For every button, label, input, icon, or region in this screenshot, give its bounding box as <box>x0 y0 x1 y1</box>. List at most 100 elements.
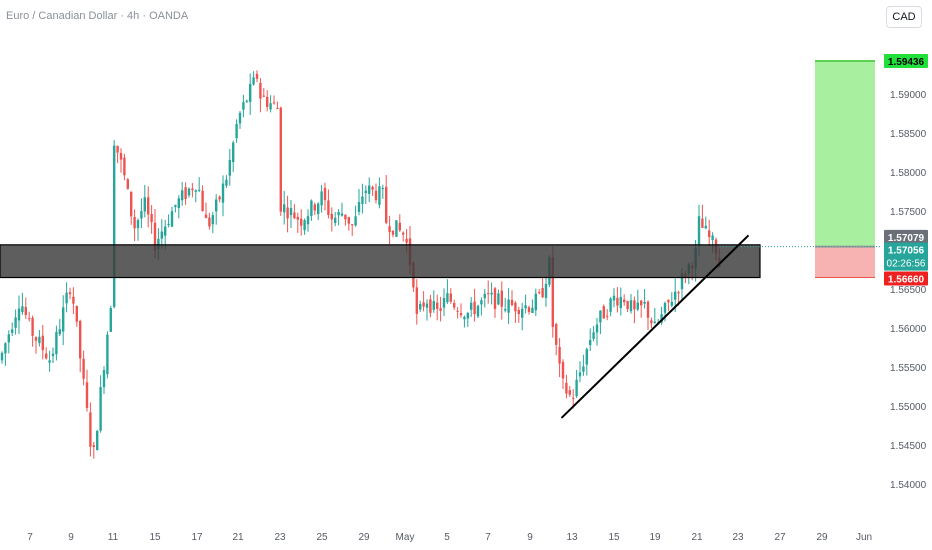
time-tick-label: 15 <box>149 532 161 543</box>
candle <box>578 361 582 383</box>
candle <box>252 71 255 86</box>
candle <box>476 304 480 319</box>
candle-body <box>194 190 197 192</box>
candle-body <box>544 283 548 298</box>
candle-body <box>99 387 102 431</box>
candle <box>633 296 636 324</box>
candle <box>89 402 92 457</box>
candle <box>524 294 527 314</box>
candle-body <box>419 303 422 310</box>
time-tick-label: 15 <box>608 532 620 543</box>
candle <box>215 194 218 225</box>
candle-body <box>510 299 514 305</box>
candle <box>187 187 191 198</box>
candle <box>344 214 347 226</box>
price-tag-countdown: 02:26:56 <box>887 259 926 270</box>
candle-body <box>266 96 269 107</box>
candle-body <box>374 190 378 201</box>
candle <box>221 175 225 217</box>
candle <box>510 290 514 307</box>
stop-loss-area <box>815 246 875 278</box>
candle-body <box>422 302 425 307</box>
candle-body <box>500 290 503 307</box>
candle <box>55 325 58 361</box>
candle-body <box>429 299 432 313</box>
candle <box>85 369 89 412</box>
candle-body <box>323 187 327 201</box>
candle-body <box>228 160 231 176</box>
support-resistance-zone <box>0 244 880 279</box>
candle <box>514 300 517 323</box>
candle <box>419 300 422 312</box>
candle-body <box>198 189 201 191</box>
candle <box>11 322 14 337</box>
candle-body <box>330 213 333 220</box>
candle <box>174 204 177 213</box>
candle-body <box>28 318 31 320</box>
candle <box>242 94 245 118</box>
candle <box>575 370 578 399</box>
candle <box>68 287 72 300</box>
candle-body <box>347 217 350 224</box>
candle <box>96 429 99 451</box>
candle <box>442 288 446 317</box>
candle <box>636 289 639 312</box>
candle-body <box>310 200 313 216</box>
candle <box>704 216 707 230</box>
candle-body <box>612 295 616 301</box>
candle <box>266 90 269 112</box>
candle-body <box>449 293 452 302</box>
candle-body <box>633 300 636 310</box>
candle-body <box>595 324 599 333</box>
candle <box>385 174 388 225</box>
candle <box>143 184 146 218</box>
candle-body <box>640 300 643 306</box>
candle-body <box>463 316 466 320</box>
candle-body <box>238 112 242 124</box>
candle <box>160 219 163 249</box>
candle-body <box>565 382 568 394</box>
candle <box>497 289 500 306</box>
candle <box>544 275 548 307</box>
candle-body <box>62 307 65 332</box>
candle-body <box>568 390 571 395</box>
candle-body <box>364 190 367 194</box>
candle-body <box>140 211 143 219</box>
candle-body <box>470 302 473 310</box>
candle-body <box>75 305 78 322</box>
candle-body <box>493 288 497 309</box>
candle <box>300 209 303 236</box>
candle <box>585 347 588 376</box>
candle-body <box>7 334 10 343</box>
candle <box>0 351 4 364</box>
candle-body <box>483 293 486 299</box>
candle-body <box>89 412 92 447</box>
candle <box>459 303 463 318</box>
price-tick-label: 1.54000 <box>890 480 927 491</box>
candle-body <box>405 238 408 243</box>
candle <box>51 347 55 364</box>
candle-body <box>402 232 405 235</box>
candle-body <box>327 200 330 215</box>
candle-body <box>41 335 44 351</box>
candle <box>218 195 221 203</box>
candle <box>238 111 242 129</box>
candle-body <box>357 202 361 212</box>
candle-body <box>72 296 75 304</box>
candle <box>398 214 401 232</box>
candle-body <box>136 220 140 229</box>
currency-button[interactable]: CAD <box>886 6 922 28</box>
candle <box>541 276 544 299</box>
candle-body <box>48 360 51 363</box>
candle-body <box>225 179 228 186</box>
candle <box>371 185 374 196</box>
candle <box>38 330 41 347</box>
candle <box>177 195 180 219</box>
trendline <box>560 234 750 419</box>
candle-body <box>113 145 116 307</box>
candle <box>45 347 48 360</box>
candle-body <box>208 217 211 227</box>
candle-body <box>17 308 21 321</box>
candle-body <box>398 222 401 231</box>
